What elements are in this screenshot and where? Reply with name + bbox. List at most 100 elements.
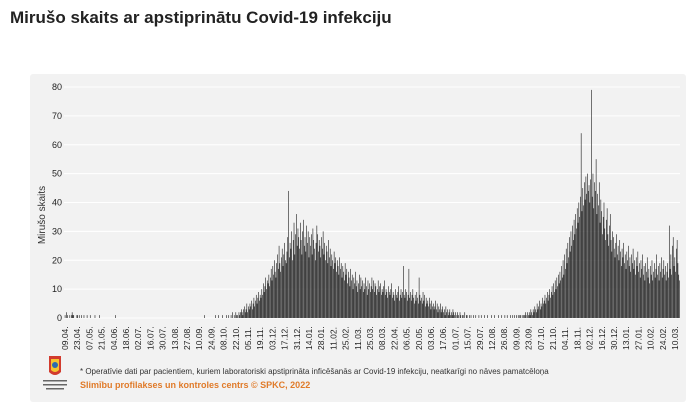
bar: [444, 315, 446, 318]
bar: [440, 312, 442, 318]
bar: [248, 309, 250, 318]
bar: [259, 294, 261, 318]
bar: [420, 300, 421, 318]
bar: [204, 315, 205, 318]
bar: [255, 294, 257, 318]
bar: [366, 286, 367, 318]
bar: [243, 309, 244, 318]
bar: [373, 292, 375, 318]
x-tick-label: 19.11.: [255, 327, 265, 350]
bar: [613, 248, 615, 318]
bar: [311, 234, 312, 318]
bar: [374, 283, 376, 318]
bar: [359, 274, 360, 318]
bar: [317, 234, 318, 318]
bar: [528, 315, 529, 318]
x-tick-label: 17.06.: [438, 326, 448, 350]
bar: [337, 266, 339, 318]
bar: [427, 300, 429, 318]
bar: [298, 237, 300, 318]
footnote: * Operatīvie dati par pacientiem, kuriem…: [80, 367, 549, 376]
bar: [371, 277, 373, 318]
bar: [525, 315, 527, 318]
bar: [618, 260, 620, 318]
bar: [399, 294, 401, 318]
bar: [424, 294, 425, 318]
bar: [554, 280, 556, 318]
x-tick-label: 22.04.: [389, 326, 399, 350]
bar: [617, 245, 619, 318]
bar: [290, 248, 292, 318]
bar: [266, 289, 267, 319]
bar: [414, 303, 415, 318]
bar: [357, 292, 359, 318]
bar: [71, 315, 72, 318]
bar: [459, 312, 461, 318]
bar: [670, 254, 672, 318]
bar: [332, 260, 333, 318]
bar: [377, 289, 378, 319]
x-tick-label: 17.12.: [280, 326, 290, 350]
bar: [593, 208, 595, 318]
x-tick-label: 18.11.: [572, 327, 582, 350]
bar: [281, 257, 282, 318]
bar: [631, 254, 632, 318]
bar: [370, 292, 371, 318]
bar: [362, 292, 364, 318]
bar: [407, 294, 409, 318]
bar: [466, 315, 468, 318]
bar: [494, 315, 495, 318]
bar: [604, 228, 606, 318]
bar: [388, 292, 390, 318]
x-tick-label: 15.07.: [463, 326, 473, 350]
bar: [646, 271, 647, 318]
bar: [277, 254, 278, 318]
bar: [279, 263, 281, 318]
y-tick-labels: 0 10 20 30 40 50 60 70 80: [52, 82, 62, 323]
bar: [591, 89, 592, 318]
bar: [630, 271, 632, 318]
bar: [252, 309, 253, 318]
bar: [533, 312, 535, 318]
bar: [318, 251, 319, 318]
bar: [627, 260, 628, 318]
bar: [64, 315, 66, 318]
bar: [498, 315, 499, 318]
bar: [314, 260, 316, 318]
bar: [592, 173, 594, 319]
page-title: Mirušo skaits ar apstiprinātu Covid-19 i…: [10, 8, 392, 27]
bar: [632, 248, 634, 318]
bar: [380, 283, 381, 318]
bar: [596, 214, 598, 318]
bar: [263, 292, 265, 318]
bar: [667, 263, 669, 318]
bar: [510, 315, 511, 318]
bar: [430, 309, 432, 318]
bar: [588, 185, 590, 318]
bar: [253, 297, 255, 318]
bar: [282, 266, 284, 318]
bar: [657, 266, 659, 318]
bar: [377, 280, 379, 318]
x-tick-label: 21.05.: [97, 326, 107, 350]
bar: [466, 315, 467, 318]
bar: [542, 297, 543, 318]
bar: [579, 216, 580, 318]
bar: [348, 271, 349, 318]
bar: [648, 268, 650, 318]
bar: [654, 277, 656, 318]
bar: [445, 306, 447, 318]
x-tick-label: 08.10.: [219, 326, 229, 350]
bar: [353, 277, 355, 318]
bar: [544, 294, 546, 318]
bar: [325, 260, 326, 318]
bar: [573, 240, 574, 318]
bar: [523, 315, 525, 318]
bar: [562, 260, 564, 318]
bar: [458, 315, 459, 318]
bar: [399, 300, 400, 318]
bar: [263, 283, 264, 318]
bar: [289, 257, 290, 318]
bar: [400, 289, 402, 319]
bar: [364, 289, 366, 319]
